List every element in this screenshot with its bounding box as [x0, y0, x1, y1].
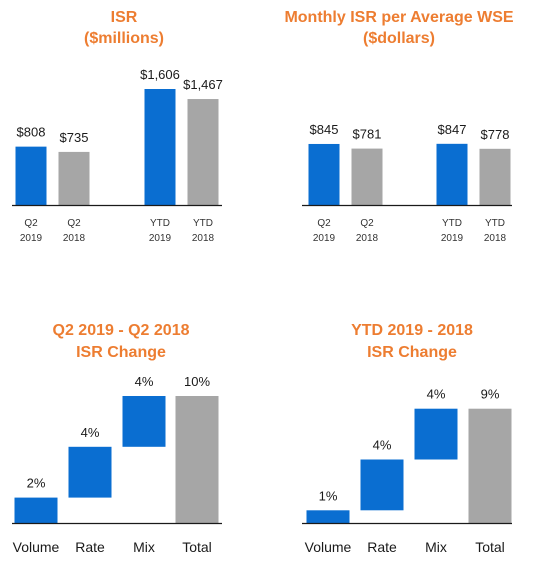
tick-label: YTD [150, 218, 170, 229]
bar [436, 143, 468, 205]
data-label: $778 [481, 127, 510, 142]
tick-label: YTD [485, 218, 505, 229]
data-label: 9% [481, 387, 500, 402]
tick-label: 2019 [441, 233, 464, 244]
data-label: $1,467 [183, 77, 223, 92]
tick-label: 2018 [484, 233, 507, 244]
tick-label: Total [475, 539, 505, 555]
data-label: 2% [27, 476, 46, 491]
tick-label: Total [182, 539, 212, 555]
chart-subtitle: ($dollars) [363, 30, 435, 47]
chart-subtitle: ISR Change [76, 344, 166, 361]
bar [308, 143, 340, 205]
data-label: 4% [135, 374, 154, 389]
chart-panel-3: Q2 2019 - Q2 2018 ISR Change 2% Volume 4% Rat… [12, 322, 222, 555]
bar [15, 146, 47, 205]
tick-label: 2018 [192, 233, 215, 244]
data-label: 10% [184, 374, 210, 389]
tick-label: Mix [133, 539, 155, 555]
bar [479, 148, 511, 205]
chart-panel-1: ISR ($millions) $808 Q2 2019 $735 Q2 2018 $1,606… [12, 9, 223, 244]
tick-label: 2018 [63, 233, 86, 244]
data-label: $781 [353, 127, 382, 142]
chart-title: ISR [111, 9, 138, 26]
bar [351, 148, 383, 205]
data-label: $1,606 [140, 67, 180, 82]
tick-label: YTD [442, 218, 462, 229]
chart-title: Q2 2019 - Q2 2018 [53, 322, 190, 339]
chart-title: YTD 2019 - 2018 [351, 322, 473, 339]
tick-label: Q2 [67, 218, 81, 229]
data-label: $808 [17, 125, 46, 140]
bar [14, 497, 58, 523]
tick-label: 2019 [313, 233, 336, 244]
bar [175, 396, 219, 523]
bar [187, 99, 219, 205]
data-label: 4% [373, 438, 392, 453]
tick-label: Q2 [24, 218, 38, 229]
data-label: 4% [427, 387, 446, 402]
chart-subtitle: ISR Change [367, 344, 457, 361]
chart-subtitle: ($millions) [84, 30, 164, 47]
tick-label: 2018 [356, 233, 379, 244]
bar [144, 89, 176, 205]
tick-label: Rate [367, 539, 397, 555]
chart-panel-4: YTD 2019 - 2018 ISR Change 1% Volume 4% Rate 4… [302, 322, 512, 555]
bar [414, 408, 458, 460]
tick-label: Volume [305, 539, 352, 555]
tick-label: 2019 [20, 233, 43, 244]
bar [68, 446, 112, 498]
bar [360, 459, 404, 511]
bar [122, 396, 166, 447]
bar [58, 151, 90, 205]
bar [468, 408, 512, 523]
tick-label: Rate [75, 539, 105, 555]
bar [306, 510, 350, 523]
tick-label: Q2 [317, 218, 331, 229]
data-label: $845 [310, 122, 339, 137]
data-label: $847 [438, 122, 467, 137]
data-label: 1% [319, 488, 338, 503]
tick-label: 2019 [149, 233, 172, 244]
chart-title: Monthly ISR per Average WSE [284, 9, 513, 26]
data-label: 4% [81, 425, 100, 440]
tick-label: Mix [425, 539, 447, 555]
tick-label: Volume [13, 539, 60, 555]
chart-panel-2: Monthly ISR per Average WSE ($dollars) $84… [284, 9, 513, 244]
data-label: $735 [60, 130, 89, 145]
tick-label: YTD [193, 218, 213, 229]
tick-label: Q2 [360, 218, 374, 229]
